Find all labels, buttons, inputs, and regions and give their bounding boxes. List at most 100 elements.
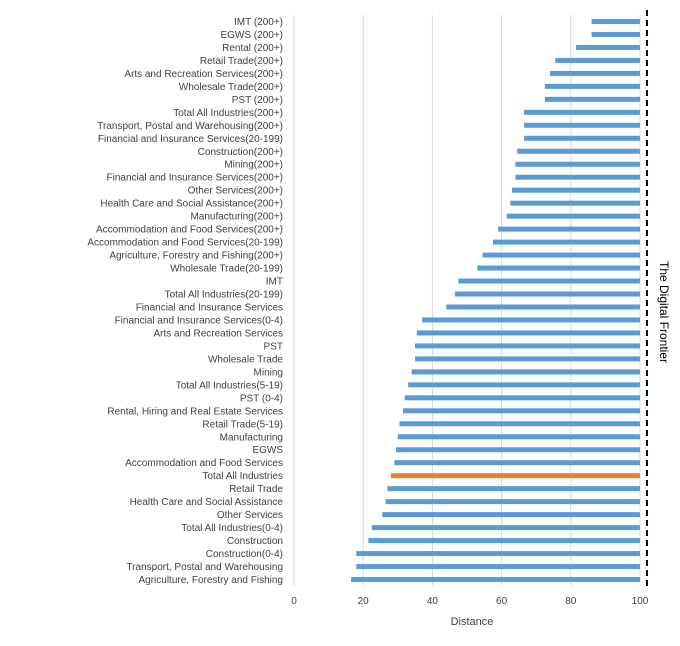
bar: [498, 226, 640, 232]
bar: [524, 122, 640, 128]
digital-frontier-label: The Digital Frontier: [657, 261, 671, 363]
category-label: Mining: [254, 367, 283, 378]
x-axis-ticks: 0 20 40 60 80 100: [291, 596, 649, 607]
category-label: Rental, Hiring and Real Estate Services: [107, 406, 283, 417]
category-label: Wholesale Trade: [208, 354, 283, 365]
bar: [402, 408, 640, 414]
category-label: Wholesale Trade(200+): [179, 82, 283, 93]
category-label: Rental (200+): [222, 43, 283, 54]
bar: [591, 31, 640, 37]
category-label: Construction(200+): [198, 147, 283, 158]
category-label: Retail Trade(5-19): [202, 419, 283, 430]
category-label: Other Services(200+): [188, 186, 283, 197]
bar: [356, 551, 640, 557]
bar: [524, 135, 640, 141]
bar: [394, 460, 640, 466]
category-labels: IMT (200+) EGWS (200+) Rental (200+) Retail…: [87, 17, 283, 586]
bar: [422, 317, 640, 323]
bar: [477, 265, 640, 271]
bar: [385, 499, 640, 505]
category-label: Total All Industries(20-199): [165, 290, 283, 301]
bar: [492, 239, 640, 245]
x-tick-label: 0: [291, 596, 297, 607]
category-label: Arts and Recreation Services: [153, 328, 283, 339]
category-label: Mining(200+): [224, 160, 283, 171]
category-label: EGWS: [252, 445, 283, 456]
bar: [371, 525, 640, 531]
bar: [351, 577, 640, 583]
category-label: PST: [264, 341, 283, 352]
category-label: Financial and Insurance Services(0-4): [115, 315, 283, 326]
bar: [397, 434, 640, 440]
bar: [368, 538, 640, 544]
bar: [356, 564, 640, 570]
bar: [408, 382, 640, 388]
category-label: Health Care and Social Assistance(200+): [100, 199, 283, 210]
bars: [351, 18, 640, 583]
category-label: Health Care and Social Assistance: [130, 497, 284, 508]
category-label: IMT (200+): [234, 17, 283, 28]
category-label: Transport, Postal and Warehousing(200+): [97, 121, 283, 132]
category-label: Retail Trade(200+): [200, 56, 283, 67]
category-label: Financial and Insurance Services(200+): [107, 173, 283, 184]
bar: [382, 512, 640, 518]
x-tick-label: 40: [427, 596, 439, 607]
category-label: Agriculture, Forestry and Fishing: [138, 575, 283, 586]
category-label: Arts and Recreation Services(200+): [124, 69, 283, 80]
category-label: Other Services: [217, 510, 283, 521]
x-tick-label: 80: [565, 596, 577, 607]
bar: [515, 174, 640, 180]
bar: [411, 369, 640, 375]
bar: [511, 187, 640, 193]
category-label: Accommodation and Food Services(200+): [96, 225, 283, 236]
category-label: Accommodation and Food Services: [125, 458, 283, 469]
bar: [415, 356, 640, 362]
bar: [446, 304, 640, 310]
category-label: PST (200+): [232, 95, 283, 106]
bar: [575, 44, 640, 50]
bar: [591, 18, 640, 24]
bar: [404, 395, 640, 401]
bar: [524, 109, 640, 115]
category-label: Manufacturing(200+): [190, 212, 283, 223]
bar: [416, 330, 640, 336]
bar: [396, 447, 640, 453]
bar: [550, 70, 640, 76]
bar: [387, 486, 640, 492]
category-label: Construction(0-4): [206, 549, 283, 560]
bar: [515, 161, 640, 167]
category-label: Manufacturing: [220, 432, 283, 443]
bar: [544, 83, 640, 89]
category-label: Financial and Insurance Services(20-199): [98, 134, 283, 145]
category-label: Transport, Postal and Warehousing: [126, 562, 283, 573]
category-label: Construction: [227, 536, 283, 547]
bar: [482, 252, 640, 258]
bar: [544, 96, 640, 102]
bar: [399, 421, 640, 427]
bar: [506, 213, 640, 219]
category-label: PST (0-4): [240, 393, 283, 404]
category-label: Total All Industries: [202, 471, 283, 482]
category-label: Total All Industries(5-19): [176, 380, 283, 391]
category-label: Total All Industries(200+): [173, 108, 283, 119]
category-label: Accommodation and Food Services(20-199): [87, 238, 283, 249]
bar: [555, 57, 640, 63]
x-tick-label: 60: [496, 596, 508, 607]
x-tick-label: 20: [358, 596, 370, 607]
bar: [458, 278, 640, 284]
category-label: IMT: [266, 277, 283, 288]
bar-highlighted: [390, 473, 640, 479]
category-label: Financial and Insurance Services: [136, 302, 283, 313]
bar: [510, 200, 640, 206]
x-axis-title: Distance: [451, 616, 494, 628]
bar: [454, 291, 640, 297]
category-label: Wholesale Trade(20-199): [170, 264, 283, 275]
category-label: EGWS (200+): [220, 30, 283, 41]
category-label: Total All Industries(0-4): [181, 523, 283, 534]
bar: [517, 148, 640, 154]
bar: [415, 343, 640, 349]
category-label: Agriculture, Forestry and Fishing(200+): [109, 251, 283, 262]
category-label: Retail Trade: [229, 484, 283, 495]
x-tick-label: 100: [632, 596, 649, 607]
